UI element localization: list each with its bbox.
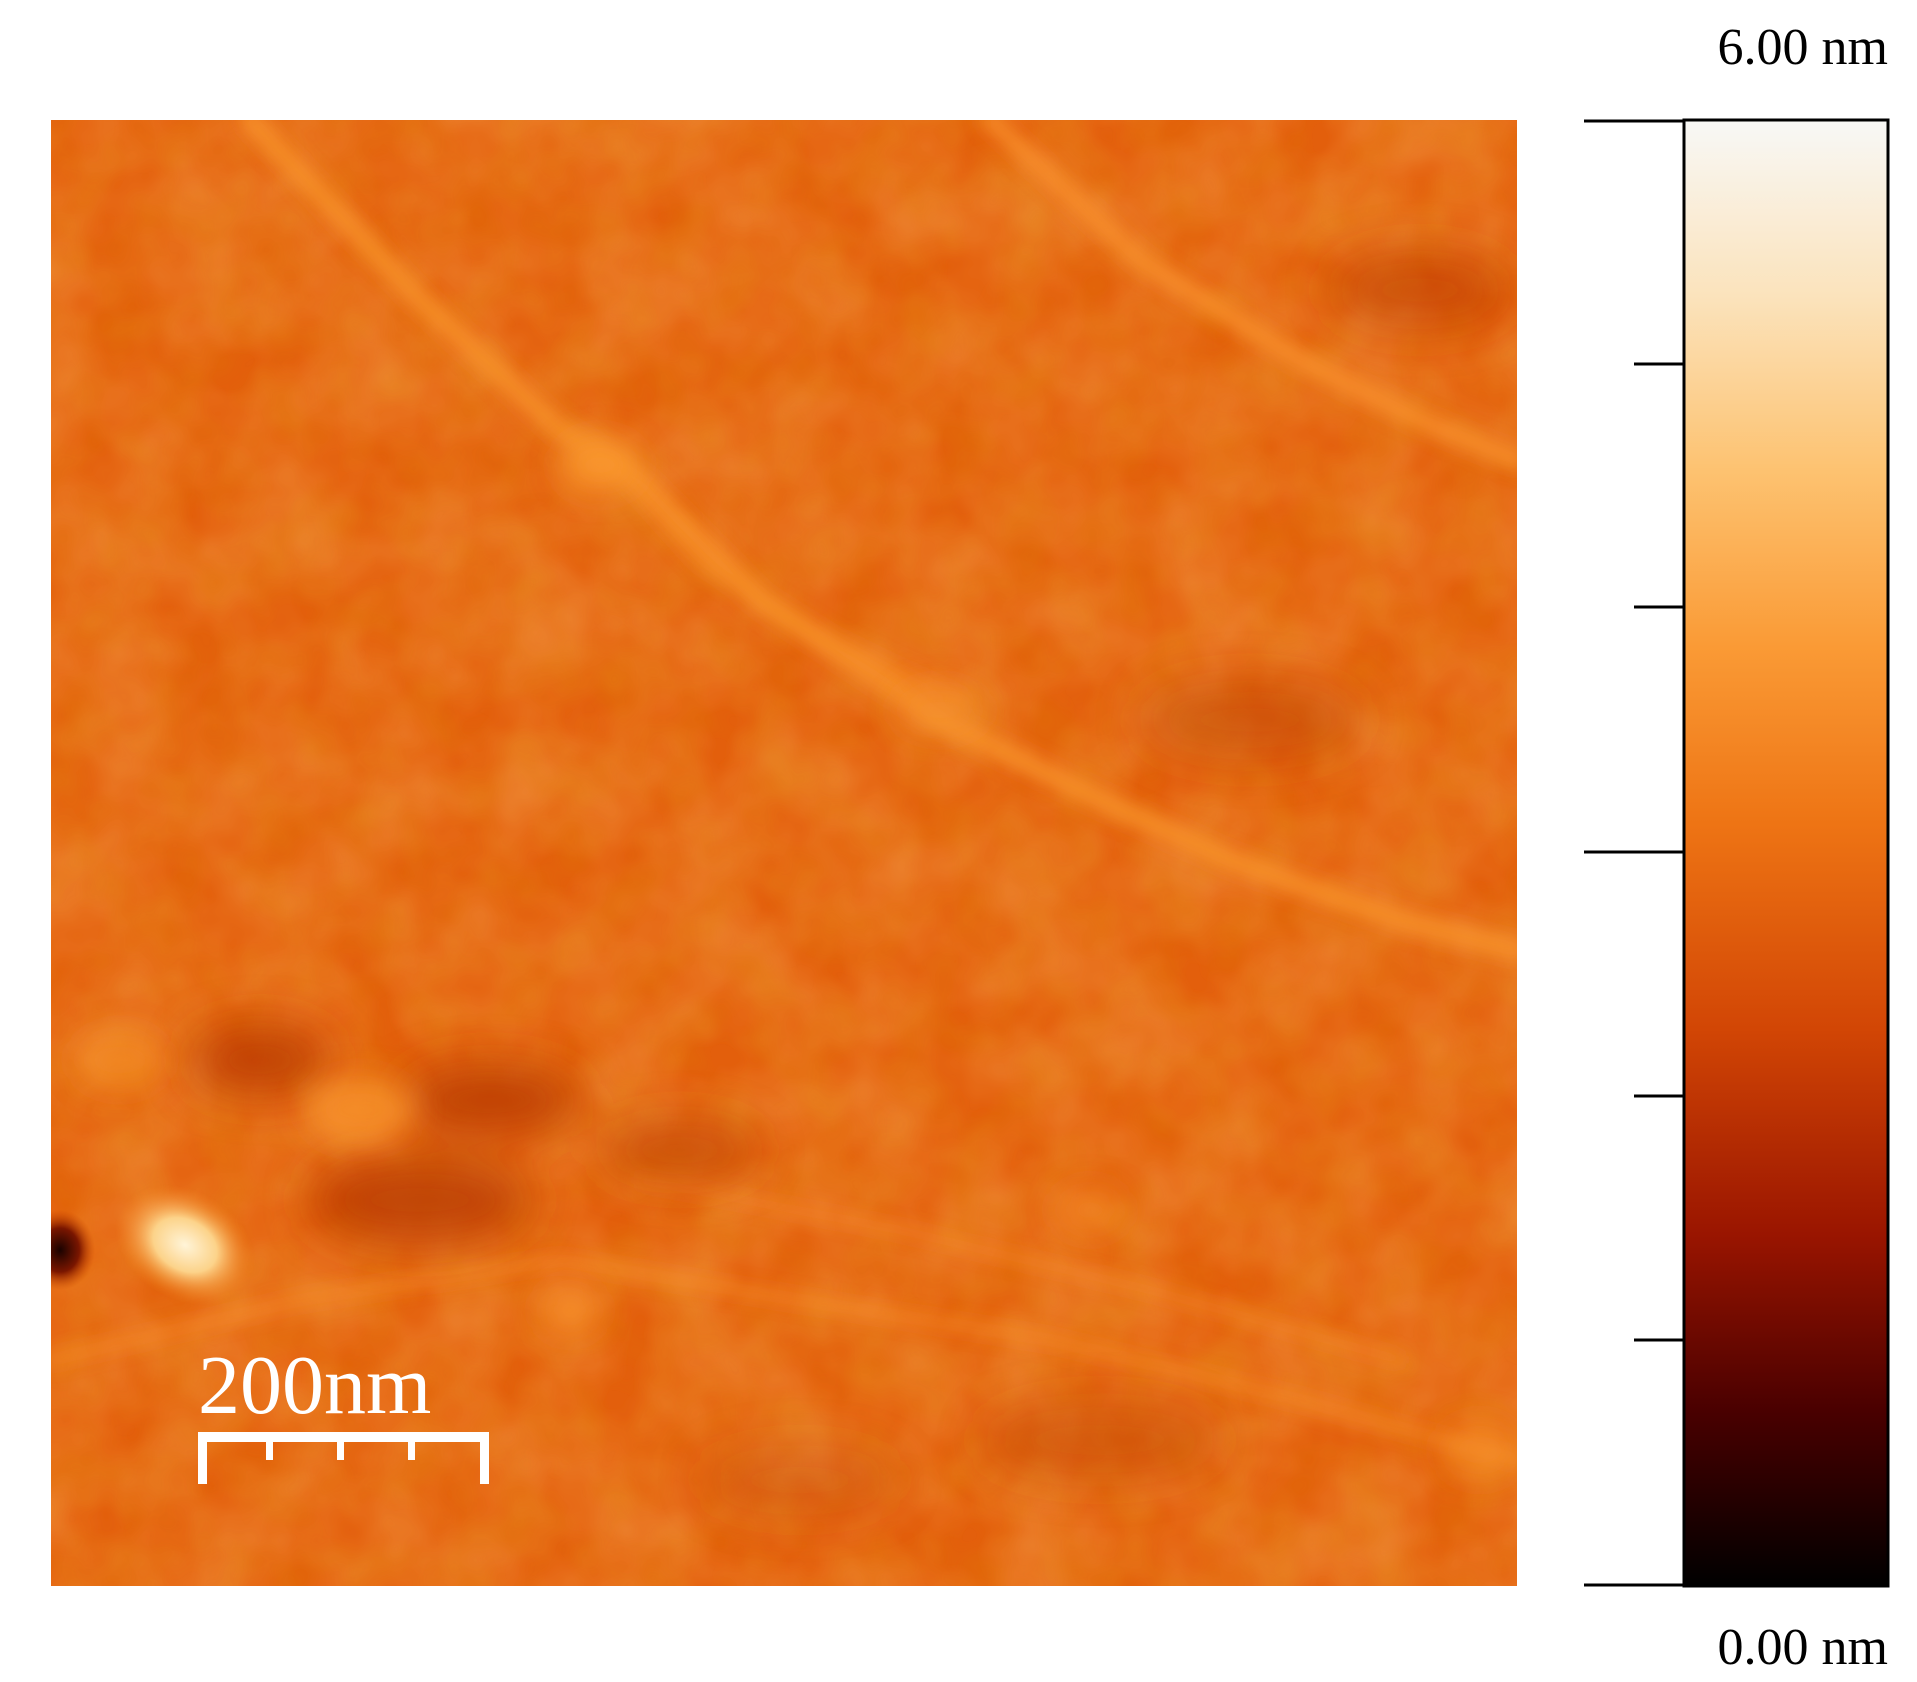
scale-bar-label: 200nm: [198, 1339, 431, 1432]
colorbar-gradient: [1682, 118, 1890, 1588]
colorbar-max-label: 6.00 nm: [1718, 19, 1888, 76]
scale-bar: 200nm: [198, 1339, 489, 1484]
surface-depressions: [190, 250, 1510, 1515]
dark-pit: [51, 1210, 95, 1290]
surface-ridges: [51, 120, 1517, 1467]
colorbar-ticks: [1584, 119, 1684, 1587]
colorbar: 6.00 nm 0.00 nm: [1584, 19, 1890, 1676]
bright-particle: [114, 1184, 256, 1306]
afm-height-map: 200nm: [51, 120, 1517, 1586]
colorbar-min-label: 0.00 nm: [1718, 1619, 1888, 1676]
surface-bumps: [75, 437, 1517, 1480]
